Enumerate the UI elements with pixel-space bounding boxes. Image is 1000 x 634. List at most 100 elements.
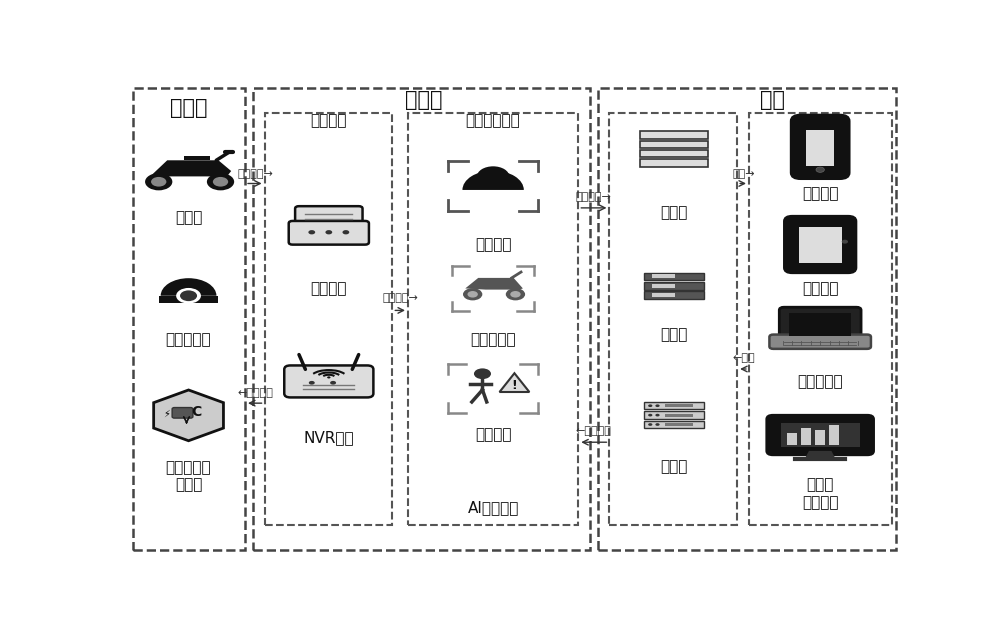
- Text: 获取→: 获取→: [732, 169, 755, 179]
- Circle shape: [463, 288, 482, 301]
- Circle shape: [325, 230, 332, 235]
- FancyBboxPatch shape: [295, 206, 363, 226]
- Polygon shape: [465, 278, 523, 290]
- Text: ←控制信号: ←控制信号: [237, 389, 273, 398]
- Text: NVR网关: NVR网关: [304, 430, 354, 445]
- Circle shape: [176, 288, 201, 304]
- Circle shape: [207, 173, 234, 190]
- FancyBboxPatch shape: [791, 115, 849, 179]
- Circle shape: [655, 404, 660, 407]
- Circle shape: [648, 414, 652, 417]
- FancyBboxPatch shape: [665, 413, 693, 417]
- Circle shape: [648, 423, 652, 426]
- Text: 智能网关: 智能网关: [311, 281, 347, 296]
- Text: ←需求: ←需求: [732, 353, 755, 363]
- Polygon shape: [500, 373, 529, 392]
- FancyBboxPatch shape: [640, 159, 708, 167]
- Text: 云端: 云端: [760, 89, 785, 110]
- Text: C: C: [191, 404, 202, 418]
- Text: 设备端: 设备端: [170, 98, 207, 118]
- FancyBboxPatch shape: [665, 404, 693, 407]
- FancyBboxPatch shape: [806, 130, 834, 166]
- FancyBboxPatch shape: [640, 131, 708, 139]
- Text: 结果数据→: 结果数据→: [576, 192, 612, 202]
- Circle shape: [180, 290, 197, 301]
- FancyBboxPatch shape: [644, 273, 704, 280]
- Circle shape: [145, 173, 172, 190]
- Text: 边缘计算盒子: 边缘计算盒子: [466, 113, 520, 129]
- FancyBboxPatch shape: [644, 402, 704, 410]
- Circle shape: [655, 423, 660, 426]
- Text: 网关设备: 网关设备: [311, 113, 347, 129]
- Circle shape: [342, 230, 349, 235]
- Text: 传输数据→: 传输数据→: [382, 293, 418, 303]
- FancyBboxPatch shape: [799, 227, 842, 263]
- Text: ←管理信号: ←管理信号: [576, 427, 612, 436]
- FancyBboxPatch shape: [644, 282, 704, 290]
- FancyBboxPatch shape: [769, 335, 871, 349]
- Circle shape: [477, 166, 509, 187]
- Polygon shape: [184, 156, 210, 160]
- Polygon shape: [804, 451, 836, 460]
- Circle shape: [842, 240, 848, 243]
- FancyBboxPatch shape: [159, 295, 218, 302]
- Circle shape: [308, 230, 315, 235]
- Text: 笔记本电脑: 笔记本电脑: [797, 373, 843, 389]
- Text: 服务器: 服务器: [660, 205, 687, 220]
- Text: 行为识别: 行为识别: [475, 427, 511, 443]
- Text: 电动车内置
传感器: 电动车内置 传感器: [166, 460, 211, 493]
- FancyBboxPatch shape: [644, 411, 704, 419]
- Circle shape: [151, 177, 166, 186]
- FancyBboxPatch shape: [640, 150, 708, 157]
- FancyBboxPatch shape: [815, 430, 825, 445]
- Circle shape: [467, 291, 478, 297]
- FancyBboxPatch shape: [801, 428, 811, 445]
- Wedge shape: [161, 278, 216, 295]
- FancyBboxPatch shape: [652, 284, 675, 288]
- Text: !: !: [512, 378, 517, 392]
- Circle shape: [474, 368, 491, 379]
- Circle shape: [506, 288, 525, 301]
- Text: 电动车识别: 电动车识别: [470, 332, 516, 347]
- Text: 边缘端: 边缘端: [405, 89, 442, 110]
- Circle shape: [816, 167, 824, 172]
- Circle shape: [213, 177, 228, 186]
- Polygon shape: [150, 160, 231, 176]
- Text: 路边摄像头: 路边摄像头: [166, 332, 211, 347]
- FancyBboxPatch shape: [787, 433, 797, 445]
- Text: 状态数据→: 状态数据→: [237, 169, 273, 179]
- Polygon shape: [154, 390, 223, 441]
- Circle shape: [648, 404, 652, 407]
- Text: 人脸识别: 人脸识别: [475, 237, 511, 252]
- Circle shape: [327, 377, 331, 378]
- FancyBboxPatch shape: [644, 421, 704, 429]
- Text: AI人工智能: AI人工智能: [467, 501, 519, 515]
- Text: 平板电脑: 平板电脑: [802, 281, 838, 296]
- FancyBboxPatch shape: [767, 415, 874, 455]
- Circle shape: [330, 381, 336, 385]
- FancyBboxPatch shape: [652, 275, 675, 278]
- FancyBboxPatch shape: [284, 365, 373, 398]
- Text: 服务器: 服务器: [660, 459, 687, 474]
- FancyBboxPatch shape: [462, 201, 524, 210]
- Text: 服务器: 服务器: [660, 327, 687, 342]
- Text: 电动车: 电动车: [175, 210, 202, 225]
- FancyBboxPatch shape: [781, 424, 860, 448]
- FancyBboxPatch shape: [172, 408, 193, 418]
- FancyBboxPatch shape: [652, 294, 675, 297]
- FancyBboxPatch shape: [789, 313, 851, 337]
- FancyBboxPatch shape: [665, 423, 693, 426]
- FancyBboxPatch shape: [640, 141, 708, 148]
- FancyBboxPatch shape: [785, 216, 856, 273]
- Circle shape: [309, 381, 315, 385]
- Wedge shape: [462, 171, 524, 190]
- Text: ⚡: ⚡: [163, 409, 170, 419]
- FancyBboxPatch shape: [829, 425, 839, 445]
- Circle shape: [655, 414, 660, 417]
- Text: 电动车
追踪大屏: 电动车 追踪大屏: [802, 477, 838, 510]
- FancyBboxPatch shape: [644, 292, 704, 299]
- FancyBboxPatch shape: [779, 307, 861, 341]
- Text: 车主手机: 车主手机: [802, 186, 838, 201]
- Circle shape: [510, 291, 521, 297]
- FancyBboxPatch shape: [289, 221, 369, 245]
